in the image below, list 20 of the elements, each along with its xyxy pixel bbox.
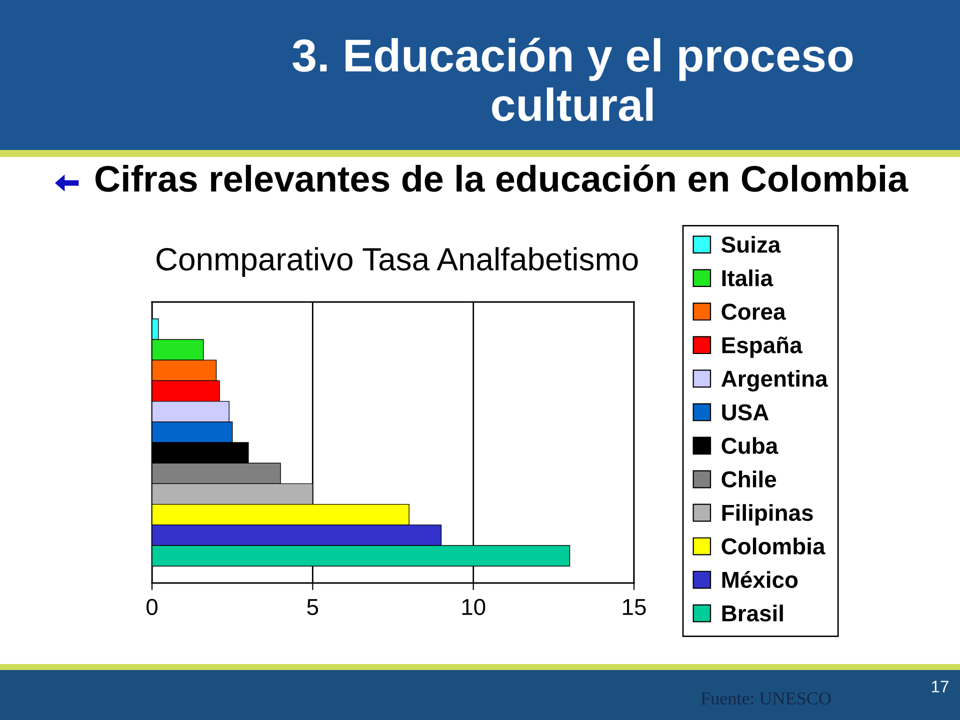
x-tick-label: 10 xyxy=(462,598,486,616)
legend-label: España xyxy=(722,336,802,358)
legend-label: Cuba xyxy=(722,437,778,454)
legend-label: México xyxy=(722,570,798,588)
chart-subtitle: Cifras relevantes de la educación en Colombia xyxy=(96,164,908,192)
legend-label: Chile xyxy=(722,470,776,488)
legend-label: USA xyxy=(722,404,769,420)
legend-label: Italia xyxy=(722,269,774,286)
legend-label: Suiza xyxy=(721,236,781,253)
legend-label: Colombia xyxy=(722,538,826,554)
x-tick-label: 15 xyxy=(623,599,646,616)
x-tick-label: 0 xyxy=(146,598,158,616)
x-tick-label: 5 xyxy=(307,599,318,616)
legend-label: Corea xyxy=(722,304,786,320)
chart-title: 3. Educación y el proceso cultural xyxy=(292,38,853,122)
legend-label: Brasil xyxy=(722,604,783,622)
text: Conmparativo Tasa Analfabetismo xyxy=(156,247,638,277)
text: 17 xyxy=(932,680,948,692)
legend-label: Argentina xyxy=(721,370,828,392)
legend-label: Filipinas xyxy=(722,504,813,526)
